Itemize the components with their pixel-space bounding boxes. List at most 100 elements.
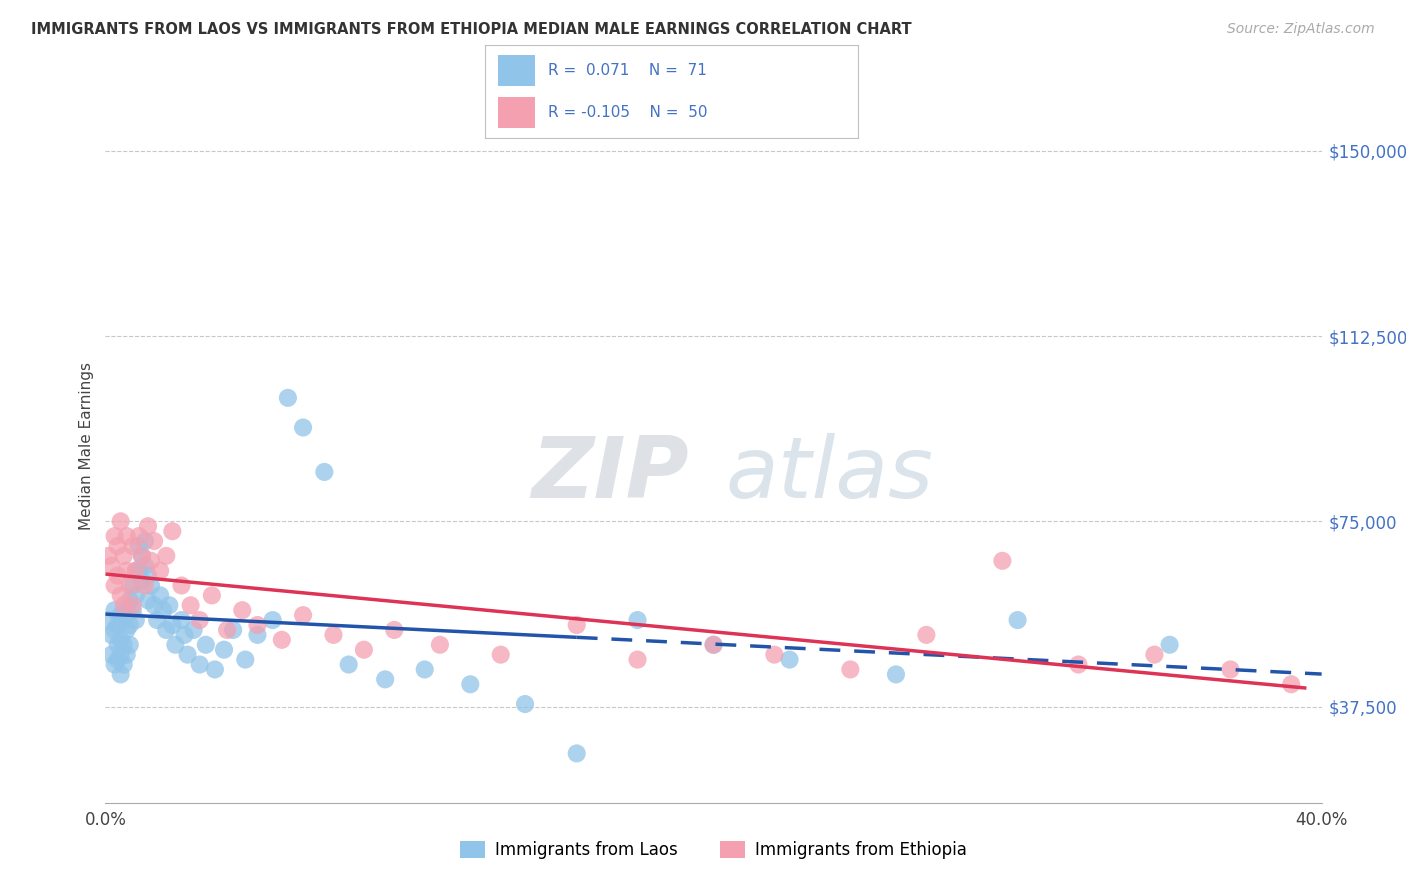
Point [115,648,138,662]
Point [115,564,138,578]
Point [1007,613,1029,627]
Point [155,623,177,637]
Point [180,599,202,613]
Bar [498,55,536,86]
Point [121,603,143,617]
Point [152,603,174,617]
Point [458,677,481,691]
Point [915,628,938,642]
Point [134,578,156,592]
Point [107,638,129,652]
Point [110,667,132,681]
Point [143,534,166,549]
Point [100,628,122,642]
Point [139,554,162,568]
Point [212,642,235,657]
Point [107,568,129,582]
Point [292,420,315,434]
Text: R = -0.105    N =  50: R = -0.105 N = 50 [548,105,707,120]
Point [121,578,143,592]
Point [118,618,141,632]
Point [149,564,172,578]
Point [246,618,269,632]
Point [413,663,436,677]
Point [1279,677,1302,691]
Point [125,588,148,602]
Point [112,549,135,563]
Point [204,663,226,677]
Point [131,549,153,563]
Point [194,638,217,652]
Point [763,648,786,662]
Point [246,628,269,642]
Point [103,529,125,543]
Y-axis label: Median Male Earnings: Median Male Earnings [79,362,94,530]
Point [231,603,253,617]
Point [626,613,648,627]
Point [128,539,150,553]
Point [839,663,862,677]
Point [270,632,292,647]
Point [353,642,375,657]
Point [139,578,162,592]
Point [155,549,177,563]
Point [134,558,156,573]
Point [115,529,138,543]
Point [112,613,135,627]
Point [103,623,125,637]
Point [97,613,120,627]
Point [112,599,135,613]
Point [118,593,141,607]
Point [143,599,166,613]
Point [131,549,153,563]
Point [162,524,184,539]
Point [170,578,193,592]
Point [110,608,132,623]
Legend: Immigrants from Laos, Immigrants from Ethiopia: Immigrants from Laos, Immigrants from Et… [454,834,973,866]
Point [112,638,135,652]
Text: atlas: atlas [725,433,934,516]
Point [1067,657,1090,672]
Point [115,603,138,617]
Point [702,638,725,652]
Point [110,632,132,647]
Point [779,652,801,666]
Point [382,623,405,637]
Point [118,638,141,652]
Point [170,613,193,627]
Point [1159,638,1181,652]
Point [176,648,198,662]
Point [429,638,451,652]
Point [201,588,224,602]
Point [125,564,148,578]
Point [322,628,344,642]
Point [702,638,725,652]
Point [131,574,153,588]
Point [107,652,129,666]
Point [121,599,143,613]
Point [337,657,360,672]
Point [110,514,132,528]
Point [115,623,138,637]
Point [183,623,205,637]
Point [222,623,245,637]
Point [107,539,129,553]
Point [165,638,187,652]
Point [103,603,125,617]
Point [146,613,169,627]
Bar [498,97,536,128]
Point [565,618,588,632]
Point [262,613,284,627]
Point [125,613,148,627]
Point [112,657,135,672]
Point [565,747,588,761]
Point [314,465,336,479]
Point [103,657,125,672]
Point [991,554,1014,568]
Point [157,599,180,613]
Point [125,564,148,578]
Point [103,578,125,592]
Point [277,391,299,405]
Point [162,618,184,632]
Point [136,519,159,533]
